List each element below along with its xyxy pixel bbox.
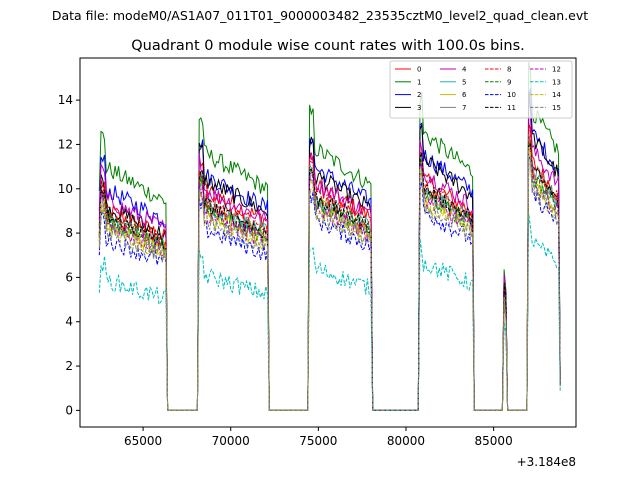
y-tick-label: 8	[65, 226, 73, 240]
legend-label-6: 6	[462, 91, 467, 99]
legend-label-13: 13	[552, 78, 561, 86]
x-tick-label: 75000	[299, 434, 337, 448]
x-tick-label: 80000	[387, 434, 425, 448]
legend-label-11: 11	[507, 104, 516, 112]
legend-label-4: 4	[462, 66, 467, 74]
series-line-12	[98, 146, 561, 411]
legend-label-8: 8	[507, 66, 511, 74]
legend-label-0: 0	[417, 66, 421, 74]
series-line-1	[98, 62, 561, 411]
legend-label-7: 7	[462, 104, 466, 112]
series-line-4	[98, 115, 561, 411]
legend-label-12: 12	[552, 66, 561, 74]
axes: 65000 70000 75000 80000 85000 0 2 4 6 8 10 12 14	[58, 93, 513, 448]
legend-label-1: 1	[417, 78, 421, 86]
series-layer	[98, 62, 561, 411]
series-line-15	[98, 158, 561, 411]
x-tick-label: 85000	[475, 434, 513, 448]
legend-label-5: 5	[462, 78, 466, 86]
y-tick-label: 4	[65, 315, 73, 329]
plot-frame	[79, 57, 577, 428]
y-tick-label: 2	[65, 359, 73, 373]
legend-label-14: 14	[552, 91, 561, 99]
legend-label-15: 15	[552, 104, 561, 112]
series-line-13	[98, 213, 561, 411]
x-tick-label: 65000	[124, 434, 162, 448]
x-tick-label: 70000	[212, 434, 250, 448]
series-line-8	[98, 126, 561, 411]
y-tick-label: 0	[65, 403, 73, 417]
y-tick-label: 12	[58, 137, 73, 151]
series-line-11	[98, 143, 561, 411]
y-tick-label: 14	[58, 93, 73, 107]
chart-title: Quadrant 0 module wise count rates with …	[131, 38, 525, 54]
suptitle: Data file: modeM0/AS1A07_011T01_90000034…	[52, 8, 588, 23]
x-offset-text: +3.184e8	[517, 455, 576, 469]
legend-label-2: 2	[417, 91, 421, 99]
legend-label-10: 10	[507, 91, 516, 99]
y-tick-label: 10	[58, 182, 73, 196]
y-tick-label: 6	[65, 270, 73, 284]
series-line-14	[98, 146, 561, 411]
legend-box	[389, 60, 573, 119]
legend-label-9: 9	[507, 78, 511, 86]
legend-label-3: 3	[417, 104, 421, 112]
